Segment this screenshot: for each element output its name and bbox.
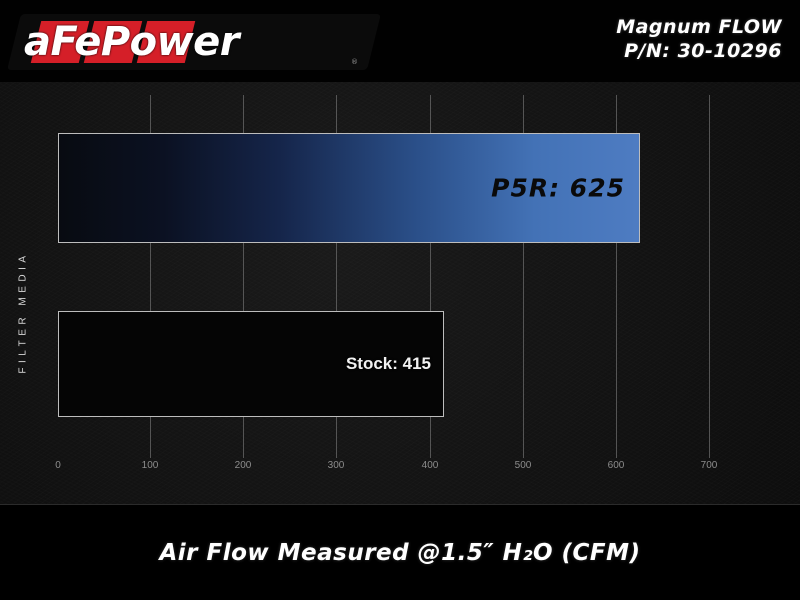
gridline-700 — [709, 95, 710, 458]
product-line-name: Magnum FLOW — [616, 16, 782, 38]
x-tick-300: 300 — [327, 460, 345, 471]
x-tick-500: 500 — [514, 460, 532, 471]
product-info: Magnum FLOW P/N: 30-10296 — [616, 16, 782, 63]
x-tick-700: 700 — [700, 460, 718, 471]
bar-stock-label: Stock: 415 — [345, 354, 431, 373]
chart-canvas: FILTER MEDIA P5R: 625 Stock: 415 0 100 2… — [0, 82, 800, 505]
bar-stock: Stock: 415 — [58, 311, 444, 417]
bar-psr: P5R: 625 — [58, 133, 640, 243]
x-tick-600: 600 — [607, 460, 625, 471]
registered-trademark-icon: ® — [351, 58, 358, 66]
x-tick-400: 400 — [421, 460, 439, 471]
part-number: P/N: 30-10296 — [624, 40, 782, 62]
header-bar: aFePower ® Magnum FLOW P/N: 30-10296 — [0, 0, 800, 82]
x-tick-100: 100 — [141, 460, 159, 471]
y-axis-label-text: FILTER MEDIA — [17, 250, 29, 374]
logo-power-text: Power — [100, 19, 240, 65]
x-tick-0: 0 — [55, 460, 61, 471]
bar-psr-label: P5R: 625 — [491, 173, 625, 203]
gridline-100 — [150, 95, 151, 458]
y-axis-label: FILTER MEDIA — [10, 232, 36, 392]
gridline-600 — [616, 95, 617, 458]
gridline-400 — [430, 95, 431, 458]
footer-bar: Air Flow Measured @1.5″ H₂O (CFM) — [0, 505, 800, 600]
footer-divider — [0, 504, 800, 505]
gridline-300 — [336, 95, 337, 458]
logo-wordmark: aFePower — [24, 22, 239, 62]
gridline-500 — [523, 95, 524, 458]
gridline-200 — [243, 95, 244, 458]
footer-caption: Air Flow Measured @1.5″ H₂O (CFM) — [159, 539, 641, 566]
logo-afe-text: aFe — [24, 19, 101, 65]
x-tick-200: 200 — [234, 460, 252, 471]
afe-power-logo: aFePower ® — [7, 14, 381, 70]
